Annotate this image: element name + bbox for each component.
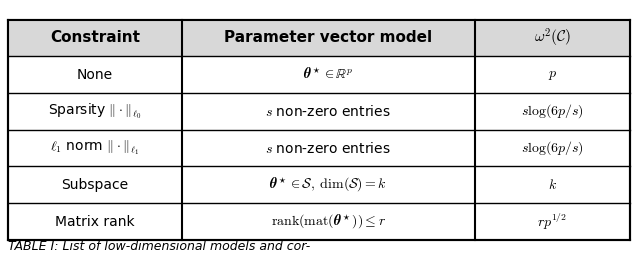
Text: Matrix rank: Matrix rank [55, 215, 135, 228]
Text: $\boldsymbol{\theta}^\star \in \mathbb{R}^p$: $\boldsymbol{\theta}^\star \in \mathbb{R… [303, 67, 353, 83]
Bar [8, 20, 630, 56]
Text: $p$: $p$ [548, 68, 557, 82]
Text: $rp^{1/2}$: $rp^{1/2}$ [537, 211, 568, 232]
Text: Parameter vector model: Parameter vector model [225, 30, 433, 45]
Text: Sparsity $\|\cdot\|_{\ell_0}$: Sparsity $\|\cdot\|_{\ell_0}$ [48, 102, 142, 121]
Text: $\boldsymbol{\theta}^\star \in \mathcal{S},\; \dim(\mathcal{S}) = k$: $\boldsymbol{\theta}^\star \in \mathcal{… [269, 176, 387, 194]
Text: $s\log(6p/s)$: $s\log(6p/s)$ [521, 102, 584, 120]
Bar [8, 20, 630, 240]
Text: Subspace: Subspace [61, 178, 128, 192]
Text: Constraint: Constraint [50, 30, 140, 45]
Text: $s$ non-zero entries: $s$ non-zero entries [265, 104, 391, 119]
Text: TABLE I: List of low-dimensional models and cor-: TABLE I: List of low-dimensional models … [8, 240, 310, 253]
Text: $\ell_1$ norm $\|\cdot\|_{\ell_1}$: $\ell_1$ norm $\|\cdot\|_{\ell_1}$ [50, 139, 140, 157]
Text: $k$: $k$ [548, 178, 557, 192]
Text: $\omega^2(\mathcal{C})$: $\omega^2(\mathcal{C})$ [534, 27, 571, 49]
Text: $s$ non-zero entries: $s$ non-zero entries [265, 141, 391, 156]
Text: None: None [77, 68, 113, 82]
Text: $s\log(6p/s)$: $s\log(6p/s)$ [521, 139, 584, 157]
Text: $\mathrm{rank}(\mathrm{mat}(\boldsymbol{\theta}^\star)) \leq r$: $\mathrm{rank}(\mathrm{mat}(\boldsymbol{… [271, 212, 386, 231]
